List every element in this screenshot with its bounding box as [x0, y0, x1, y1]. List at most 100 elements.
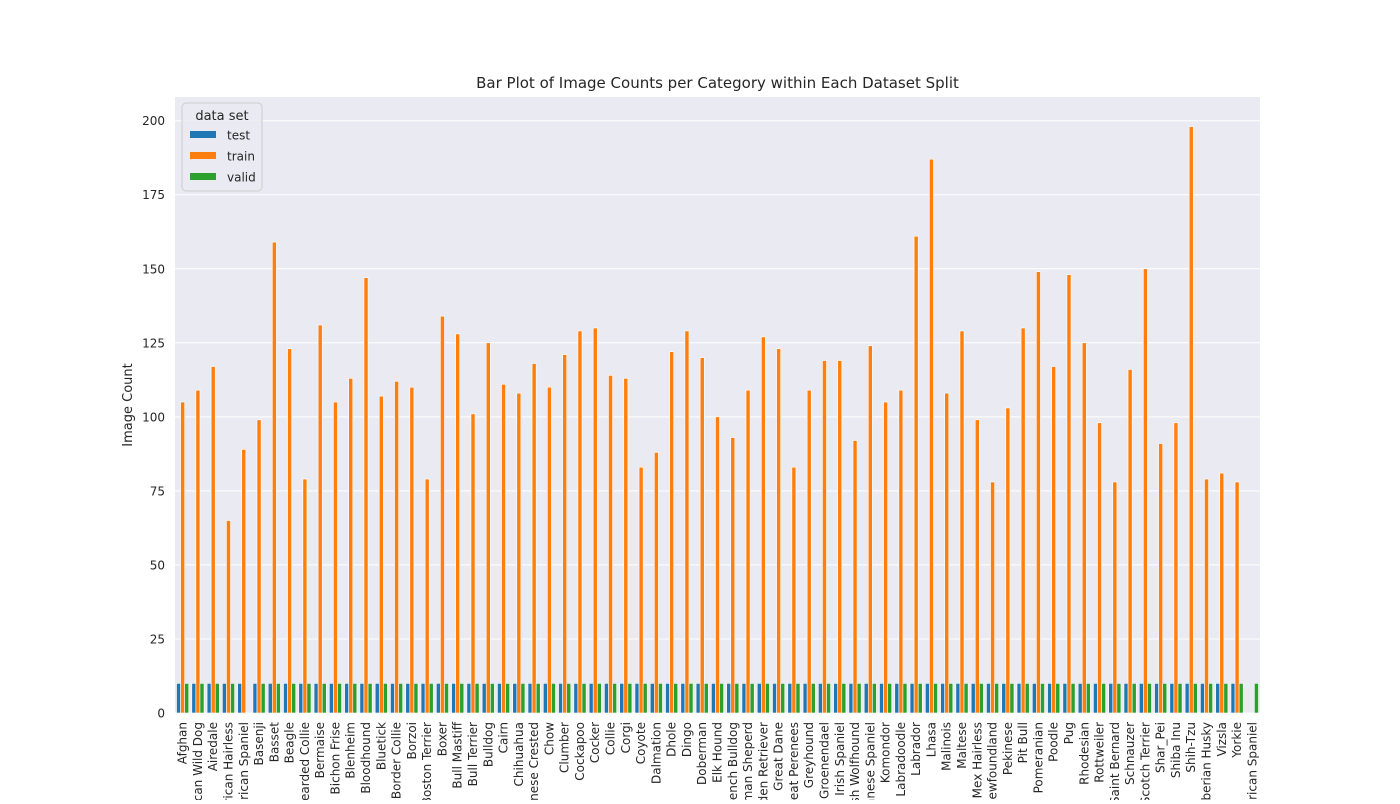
bar-valid	[428, 683, 434, 714]
bar-valid	[337, 683, 342, 714]
bars	[176, 126, 1259, 714]
x-tick-label: Blenheim	[344, 722, 358, 779]
bar-train	[715, 416, 720, 714]
x-tick-label: Collie	[604, 722, 618, 755]
x-tick-label: Yorkie	[1230, 722, 1244, 759]
bar-test	[176, 683, 181, 714]
bar-test	[848, 683, 854, 714]
bar-valid	[1192, 683, 1198, 714]
bar-test	[665, 683, 670, 714]
x-tick-label: Schnauzer	[1123, 722, 1137, 785]
x-tick-label: Afghan	[176, 722, 190, 764]
bar-test	[359, 683, 365, 714]
bar-valid	[1177, 683, 1183, 714]
bar-train	[195, 389, 201, 714]
bar-train	[944, 392, 950, 714]
bar-train	[516, 392, 522, 714]
bar-test	[604, 683, 609, 714]
bar-valid	[810, 683, 816, 714]
y-axis-label: Image Count	[121, 363, 136, 446]
bar-valid	[199, 683, 205, 714]
bar-train	[1036, 271, 1041, 714]
bar-train	[837, 360, 843, 714]
x-tick-label: Chow	[542, 722, 556, 755]
x-tick-label: Border Collie	[390, 722, 404, 799]
bar-valid	[184, 683, 190, 714]
bar-test	[711, 683, 716, 714]
x-tick-label: Basset	[267, 722, 281, 762]
x-tick-label: Chinese Crested	[527, 722, 541, 800]
x-tick-label: American Hairless	[221, 722, 235, 800]
x-tick-label: Beagle	[283, 722, 297, 763]
bar-valid	[398, 683, 403, 714]
bar-valid	[948, 683, 954, 714]
bar-valid	[673, 683, 679, 714]
y-tick-label: 0	[157, 707, 165, 721]
bar-valid	[520, 683, 526, 714]
bar-valid	[321, 683, 327, 714]
bar-test	[1169, 683, 1175, 714]
x-tick-label: Boxer	[435, 722, 449, 756]
x-tick-label: Shih-Tzu	[1184, 722, 1198, 773]
bar-valid	[765, 683, 770, 714]
x-tick-label: Bull Terrier	[466, 722, 480, 786]
x-tick-label: Scotch Terrier	[1138, 722, 1152, 800]
bar-valid	[1147, 683, 1152, 714]
x-tick-label: Bloodhound	[359, 722, 373, 794]
bar-test	[405, 683, 411, 714]
bar-test	[542, 683, 548, 714]
x-tick-label: Corgi	[619, 722, 633, 753]
x-tick-label: Clumber	[558, 722, 572, 773]
x-tick-label: Rottweiler	[1093, 722, 1107, 783]
bar-train	[1234, 481, 1240, 714]
bar-test	[833, 683, 839, 714]
x-tick-label: Komondor	[879, 722, 893, 783]
x-tick-label: Mex Hairless	[970, 722, 984, 798]
bar-train	[669, 351, 674, 714]
bar-test	[1032, 683, 1037, 714]
bar-train	[485, 342, 491, 714]
bar-train	[699, 357, 705, 714]
bar-valid	[1101, 683, 1106, 714]
bar-train	[654, 452, 659, 714]
bar-valid	[581, 683, 587, 714]
bar-train	[271, 241, 277, 714]
bar-valid	[688, 683, 694, 714]
x-tick-label: Cocker	[588, 722, 602, 763]
bar-train	[913, 235, 919, 714]
bar-test	[818, 683, 823, 714]
bar-test	[1093, 683, 1098, 714]
bar-valid	[566, 683, 572, 714]
bar-train	[256, 419, 262, 714]
bar-train	[822, 360, 827, 714]
chart-title: Bar Plot of Image Counts per Category wi…	[476, 74, 959, 92]
bar-train	[852, 440, 858, 714]
y-tick-label: 125	[142, 336, 165, 350]
x-tick-label: Bermaise	[313, 722, 327, 778]
x-tick-label: Saint Bernard	[1108, 722, 1122, 800]
legend-box	[181, 102, 263, 192]
bar-train	[317, 324, 323, 714]
bar-valid	[856, 683, 862, 714]
bar-valid	[1070, 683, 1076, 714]
x-tick-label: Dingo	[680, 722, 694, 757]
x-tick-label: Rhodesian	[1077, 722, 1091, 785]
bar-valid	[1131, 683, 1137, 714]
bar-valid	[1009, 683, 1015, 714]
bar-test	[344, 683, 350, 714]
bar-test	[726, 683, 732, 714]
bar-train	[577, 330, 583, 714]
bar-test	[634, 683, 640, 714]
bar-valid	[1024, 683, 1030, 714]
bar-test	[894, 683, 900, 714]
bar-train	[1097, 422, 1102, 714]
bar-test	[619, 683, 625, 714]
bar-train	[592, 327, 598, 714]
bar-test	[588, 683, 594, 714]
x-tick-label: Newfoundland	[986, 722, 1000, 800]
bar-valid	[994, 683, 999, 714]
bar-valid	[276, 683, 281, 714]
bar-test	[573, 683, 579, 714]
y-tick-label: 75	[150, 484, 165, 498]
